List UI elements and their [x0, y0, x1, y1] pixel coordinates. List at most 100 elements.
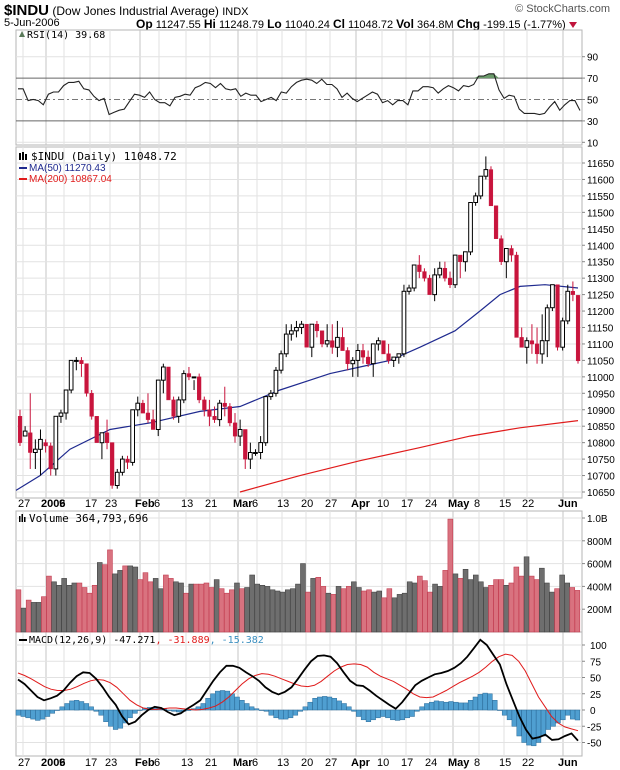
- volume-bar: [25, 599, 32, 633]
- candle-body: [319, 330, 325, 345]
- candle-body: [104, 432, 110, 443]
- macd-histogram-bar: [132, 709, 138, 714]
- macd-histogram-bar: [137, 709, 143, 711]
- date-axis-label: 22: [522, 757, 534, 769]
- candle-body: [422, 271, 427, 279]
- volume-bar: [51, 581, 57, 633]
- volume-bar: [127, 565, 134, 633]
- ma50-swatch: [19, 167, 27, 169]
- price-axis-label: 11050: [587, 356, 615, 367]
- candle-body: [473, 195, 478, 203]
- volume-bar: [269, 589, 276, 633]
- price-axis-label: 11450: [587, 225, 615, 236]
- macd-histogram-bar: [249, 706, 255, 711]
- macd-histogram-bar: [59, 706, 65, 711]
- candle-body: [99, 432, 105, 444]
- candle-body: [468, 202, 473, 253]
- candle-body: [360, 350, 366, 358]
- volume-bar: [66, 584, 73, 633]
- macd-histogram-bar: [477, 694, 483, 711]
- macd-histogram-bar: [326, 696, 333, 711]
- price-label: $INDU (Daily) 11048.72: [31, 150, 177, 163]
- candle-body: [560, 320, 565, 348]
- volume-bar: [163, 574, 169, 633]
- candle-body: [539, 340, 545, 355]
- macd-histogram-bar: [540, 709, 547, 737]
- macd-histogram-bar: [526, 709, 532, 746]
- candle-body: [488, 169, 494, 207]
- macd-histogram-bar: [171, 709, 177, 712]
- macd-histogram-bar: [453, 701, 459, 711]
- macd-histogram-bar: [317, 696, 323, 711]
- candle-body: [335, 336, 340, 348]
- macd-histogram-bar: [429, 701, 435, 711]
- macd-value: MACD(12,26,9) -47.271: [29, 635, 155, 646]
- candle-body: [110, 442, 115, 486]
- volume-axis-label: 1.0B: [587, 514, 608, 525]
- candle-body: [263, 396, 269, 444]
- candle-body: [222, 402, 227, 407]
- candle-body: [452, 254, 458, 286]
- volume-bar: [81, 587, 88, 633]
- macd-histogram-bar: [341, 703, 347, 711]
- price-axis-label: 11550: [587, 192, 615, 203]
- date-axis-label: Apr: [351, 498, 371, 510]
- volume-bar: [472, 574, 479, 633]
- candle-body: [63, 389, 69, 414]
- macd-histogram-bar: [258, 709, 265, 711]
- ma50-label: MA(50) 11270.43: [29, 163, 106, 174]
- volume-bar: [462, 568, 469, 633]
- candle-body: [253, 452, 258, 454]
- brand-watermark: © StockCharts.com: [515, 3, 610, 15]
- volume-bar: [188, 583, 195, 633]
- macd-histogram-bar: [433, 700, 440, 711]
- date-axis-label: Apr: [351, 757, 371, 769]
- candle-body: [48, 445, 53, 470]
- macd-histogram-bar: [506, 709, 513, 721]
- chart-title: $INDU (Dow Jones Industrial Average) IND…: [4, 2, 249, 19]
- volume-axis-label: 200M: [587, 605, 612, 616]
- date-axis-label: 15: [499, 757, 511, 769]
- date-axis-label: 6: [252, 498, 258, 510]
- volume-bar: [284, 589, 291, 633]
- macd-histogram-bar: [346, 706, 352, 711]
- date-axis-label: 23: [105, 757, 117, 769]
- price-axis-label: 11650: [587, 159, 615, 170]
- macd-histogram-bar: [448, 701, 454, 711]
- symbol-name: (Dow Jones Industrial Average): [52, 4, 219, 18]
- volume-bar: [244, 587, 250, 633]
- volume-bar: [361, 590, 367, 633]
- volume-bar: [508, 582, 515, 633]
- volume-bar: [279, 591, 286, 633]
- volume-bar: [213, 579, 220, 633]
- volume-bar: [549, 591, 555, 633]
- candle-body: [161, 366, 166, 381]
- macd-histogram-bar: [108, 709, 114, 727]
- volume-bar: [320, 586, 327, 633]
- macd-histogram-bar: [511, 709, 517, 727]
- candle-body: [22, 430, 28, 437]
- macd-histogram-bar: [570, 709, 576, 720]
- volume-bar: [35, 602, 42, 633]
- rsi-axis-label: 50: [587, 96, 599, 107]
- macd-swatch: [19, 639, 27, 641]
- volume-bar: [102, 564, 108, 633]
- candle-body: [417, 264, 422, 272]
- date-axis-label: 6: [252, 757, 258, 769]
- candle-body: [314, 323, 320, 332]
- volume-bar: [97, 562, 103, 633]
- date-axis-label: 13: [181, 757, 193, 769]
- date-axis-label: 21: [205, 498, 217, 510]
- volume-bar: [178, 582, 184, 633]
- volume-bar: [208, 587, 215, 633]
- macd-legend: MACD(12,26,9) -47.271, -31.889, -15.382: [19, 635, 264, 646]
- volume-label: Vol: [396, 17, 414, 31]
- candle-body: [509, 248, 514, 256]
- macd-line: [17, 638, 579, 742]
- date-axis-label: 9: [59, 498, 65, 510]
- macd-axis-label: 25: [590, 690, 602, 701]
- macd-axis-label: 50: [590, 674, 602, 685]
- grid-lines: [22, 30, 564, 756]
- macd-histogram-bar: [545, 709, 551, 730]
- exchange: INDX: [222, 6, 249, 18]
